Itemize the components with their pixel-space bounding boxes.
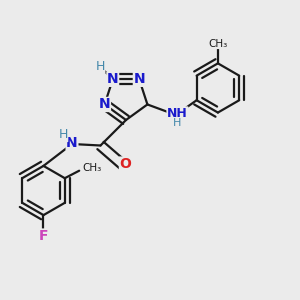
Text: N: N (134, 72, 145, 86)
Text: N: N (66, 136, 78, 150)
Text: H: H (95, 60, 105, 73)
Text: F: F (39, 229, 48, 243)
Text: N: N (99, 98, 110, 112)
Text: O: O (119, 157, 131, 171)
Text: CH₃: CH₃ (209, 39, 228, 49)
Text: N: N (107, 72, 118, 86)
Text: H: H (173, 118, 182, 128)
Text: H: H (58, 128, 68, 142)
Text: CH₃: CH₃ (82, 163, 101, 173)
Text: NH: NH (167, 107, 188, 120)
